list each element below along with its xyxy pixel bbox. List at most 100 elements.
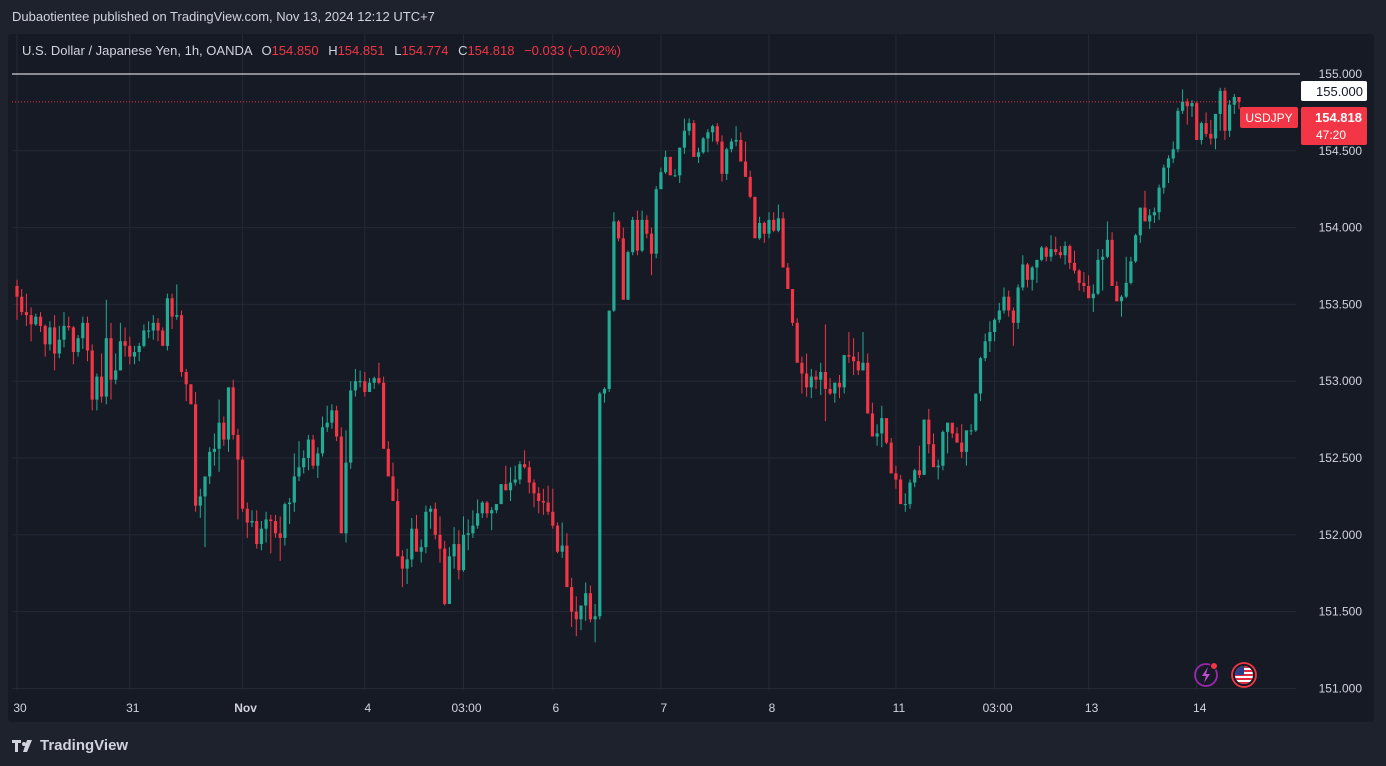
us-flag-icon[interactable] [1231,662,1257,688]
candle-body [993,319,997,333]
grid-lines [12,34,1296,690]
candle [649,227,654,276]
candle-body [617,221,621,239]
candle [349,381,353,469]
candle-body [471,525,475,534]
candle [151,315,155,340]
candle [194,391,198,512]
candle-body [894,473,898,480]
candle [1030,265,1034,291]
candle [203,476,207,548]
candle [1101,249,1105,291]
candle-body [212,448,216,452]
candle [255,510,259,549]
chart-panel[interactable] [8,34,1374,722]
candle-body [1044,247,1048,257]
candle [729,138,733,153]
candle [790,289,795,326]
candle [978,356,983,402]
candle [927,408,931,454]
price-axis[interactable]: 155.000 154.500 154.000 153.500 153.000 152.5… [1319,67,1363,696]
candle-body [396,501,400,557]
candle [20,289,24,316]
level-line-tag[interactable]: 155.000 [1301,81,1367,101]
candle [90,344,94,411]
last-price-tag[interactable]: 154.818 47:20 [1301,107,1367,145]
candle [758,216,762,240]
candle-body [537,493,541,502]
time-axis[interactable]: 30 31 Nov 4 03:00 6 7 8 11 03:00 13 14 [13,701,1206,715]
candle-body [1181,101,1185,111]
candle-body [1176,110,1180,150]
lightning-icon[interactable] [1194,662,1218,687]
candle-body [245,508,249,523]
candle [1148,209,1152,230]
candle-body [819,371,823,380]
candle-body [179,315,184,372]
candle-body [1199,123,1203,141]
candle [443,540,447,606]
candle-body [607,310,611,389]
candle [1162,164,1166,194]
candle-body [833,382,837,394]
candle-body [781,218,785,268]
candle-body [837,382,842,388]
candle [974,393,978,432]
candle-body [748,176,752,197]
candle-body [1223,90,1227,131]
candle [668,156,672,176]
candle [518,461,522,485]
candle-body [1058,252,1062,256]
candle [588,585,592,623]
candle-body [659,172,663,190]
candle [396,488,400,557]
candle [170,293,174,329]
candle [217,399,221,472]
candle [884,418,889,445]
candle-body [1011,310,1015,323]
candle-body [541,501,545,503]
candle [1049,235,1053,262]
candle [128,336,132,365]
candle [880,405,884,448]
candle [917,445,921,478]
candle [1232,93,1236,114]
candle-body [715,126,719,142]
candle [100,353,104,403]
symbol-description[interactable]: U.S. Dollar / Japanese Yen, 1h, OANDA [22,43,252,58]
candle-body [269,519,273,522]
candle [781,212,785,268]
candle-body [344,462,348,534]
candle [283,502,287,546]
candle [800,356,804,394]
candle-body [57,339,61,354]
candle [452,527,456,569]
candle [659,167,663,190]
candle-body [189,384,193,405]
y-tick-label: 151.000 [1319,681,1363,695]
candle [936,459,940,480]
symbol-tag-box [1240,107,1298,128]
candle [245,502,249,538]
candle [823,324,827,422]
candle [490,507,494,531]
candle-body [24,312,28,316]
candle-body [523,464,527,468]
tradingview-logo-icon [12,739,32,752]
candle [95,373,99,411]
candle [344,430,348,543]
candle-body [273,521,278,534]
candle-body [236,434,240,460]
candle [471,510,475,538]
tradingview-logo[interactable]: TradingView [12,737,128,754]
candle [631,216,635,256]
candle [212,433,216,466]
candle-body [1232,96,1236,105]
candle-body [38,316,43,326]
candle-body [109,338,113,380]
symbol-tag[interactable]: USDJPY [1240,107,1298,128]
level-tag-value: 155.000 [1316,84,1363,99]
candle [908,479,912,509]
candle [1035,259,1039,283]
